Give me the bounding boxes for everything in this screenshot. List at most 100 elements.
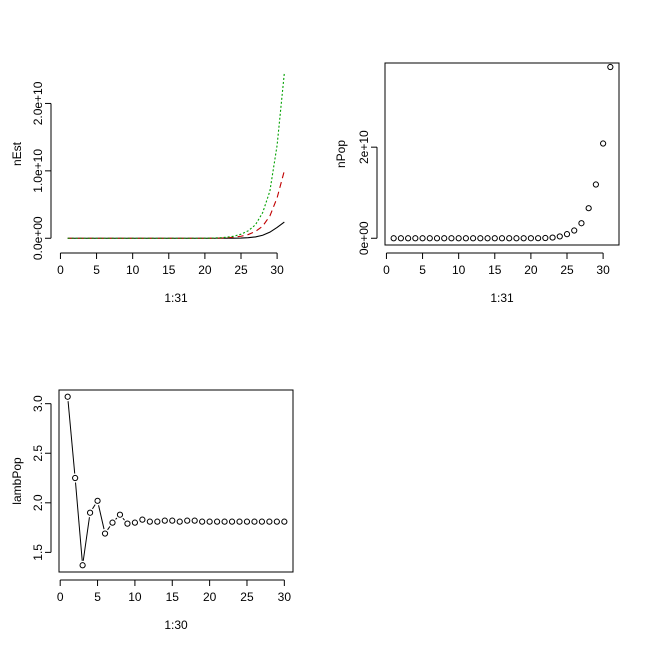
- y-tick-label: 2e+10: [357, 130, 371, 164]
- data-point: [433, 235, 441, 242]
- x-tick-label: 10: [452, 263, 466, 277]
- x-tick-label: 25: [240, 590, 254, 604]
- data-point: [484, 235, 491, 242]
- data-point: [441, 235, 448, 242]
- data-point: [124, 520, 131, 527]
- line-segment: [107, 526, 111, 531]
- data-point: [585, 205, 592, 212]
- data-point: [199, 518, 206, 525]
- x-tick-label: 20: [524, 263, 538, 277]
- data-point: [397, 235, 404, 242]
- data-point: [101, 530, 109, 537]
- y-tick-label: 3.0: [31, 395, 45, 412]
- data-point: [535, 235, 542, 242]
- series-line-1: [67, 221, 285, 239]
- data-point: [513, 235, 520, 242]
- line-segment: [92, 504, 96, 510]
- data-point: [131, 519, 139, 526]
- lambpop-line-plot: 0 5 10 15 20 25 30 1.5 2.0 2.5 3.0 1:30 lambPop: [10, 389, 294, 632]
- data-point: [498, 235, 506, 242]
- x-tick-label: 5: [93, 263, 100, 277]
- x-tick-label: 20: [198, 263, 212, 277]
- data-point: [563, 231, 571, 238]
- x-tick-label: 5: [94, 590, 101, 604]
- x-axis-title: 1:31: [490, 291, 514, 305]
- data-point: [64, 393, 71, 400]
- data-point: [556, 233, 563, 240]
- data-point: [161, 517, 168, 524]
- data-point: [139, 516, 146, 523]
- data-point: [221, 518, 228, 525]
- x-axis-title: 1:30: [164, 618, 188, 632]
- data-point: [154, 518, 161, 525]
- data-point: [455, 235, 462, 242]
- data-point: [258, 518, 266, 525]
- x-tick-label: 10: [126, 263, 140, 277]
- x-tick-label: 5: [419, 263, 426, 277]
- x-tick-label: 0: [57, 263, 64, 277]
- data-point: [477, 235, 484, 242]
- npop-scatter-plot: 0 5 10 15 20 25 30 0e+00 2e+10 1:31 nPop: [334, 62, 620, 305]
- data-point: [213, 518, 221, 525]
- y-axis-title: nPop: [334, 140, 348, 168]
- data-point: [184, 517, 191, 524]
- line-segment: [115, 517, 118, 520]
- data-point: [419, 235, 426, 242]
- line-segment: [98, 505, 105, 530]
- data-point: [600, 140, 607, 147]
- series-line-3: [67, 73, 285, 239]
- x-axis-title: 1:31: [164, 291, 188, 305]
- data-point: [405, 235, 412, 242]
- data-point: [607, 63, 614, 71]
- line-segment: [75, 482, 83, 561]
- data-point: [549, 234, 556, 241]
- y-tick-label: 2.5: [31, 445, 45, 462]
- data-point: [228, 518, 236, 525]
- x-tick-label: 25: [234, 263, 248, 277]
- data-point: [592, 181, 599, 188]
- data-point: [251, 518, 258, 525]
- y-tick-label: 0.0e+00: [31, 216, 45, 260]
- data-point: [86, 509, 94, 516]
- data-point: [448, 235, 455, 242]
- data-point: [281, 518, 288, 525]
- data-point: [506, 235, 513, 242]
- x-tick-label: 0: [383, 263, 390, 277]
- y-axis-title: nEst: [10, 141, 24, 166]
- data-point: [176, 518, 183, 525]
- data-point: [146, 518, 153, 525]
- data-point: [109, 519, 116, 526]
- nest-line-plot: 0 5 10 15 20 25 30 0.0e+00 1.0e+10 2.0e+10 1:31 nEs…: [10, 73, 285, 305]
- data-point: [390, 235, 397, 242]
- data-point: [571, 227, 578, 234]
- data-point: [191, 517, 198, 524]
- data-point: [273, 518, 280, 525]
- data-point: [243, 518, 251, 525]
- data-point: [169, 517, 176, 524]
- x-tick-label: 15: [166, 590, 180, 604]
- x-tick-label: 20: [203, 590, 217, 604]
- x-tick-label: 10: [128, 590, 142, 604]
- y-tick-label: 1.0e+10: [31, 149, 45, 193]
- x-tick-label: 30: [278, 590, 292, 604]
- data-point: [491, 235, 498, 242]
- data-point: [206, 518, 213, 525]
- y-tick-label: 1.5: [31, 544, 45, 561]
- plot-frame: [384, 62, 620, 246]
- data-point: [542, 234, 549, 242]
- y-tick-label: 2.0: [31, 494, 45, 511]
- data-point: [426, 235, 433, 242]
- y-tick-label: 0e+00: [357, 221, 371, 255]
- data-point: [462, 235, 469, 242]
- data-point: [236, 518, 243, 525]
- x-tick-label: 25: [560, 263, 574, 277]
- x-tick-label: 30: [596, 263, 610, 277]
- data-point: [412, 235, 419, 242]
- data-point: [116, 511, 124, 518]
- y-axis-title: lambPop: [10, 457, 24, 505]
- x-tick-label: 15: [488, 263, 502, 277]
- data-point: [527, 235, 534, 242]
- data-point: [578, 220, 585, 227]
- data-point: [266, 518, 273, 525]
